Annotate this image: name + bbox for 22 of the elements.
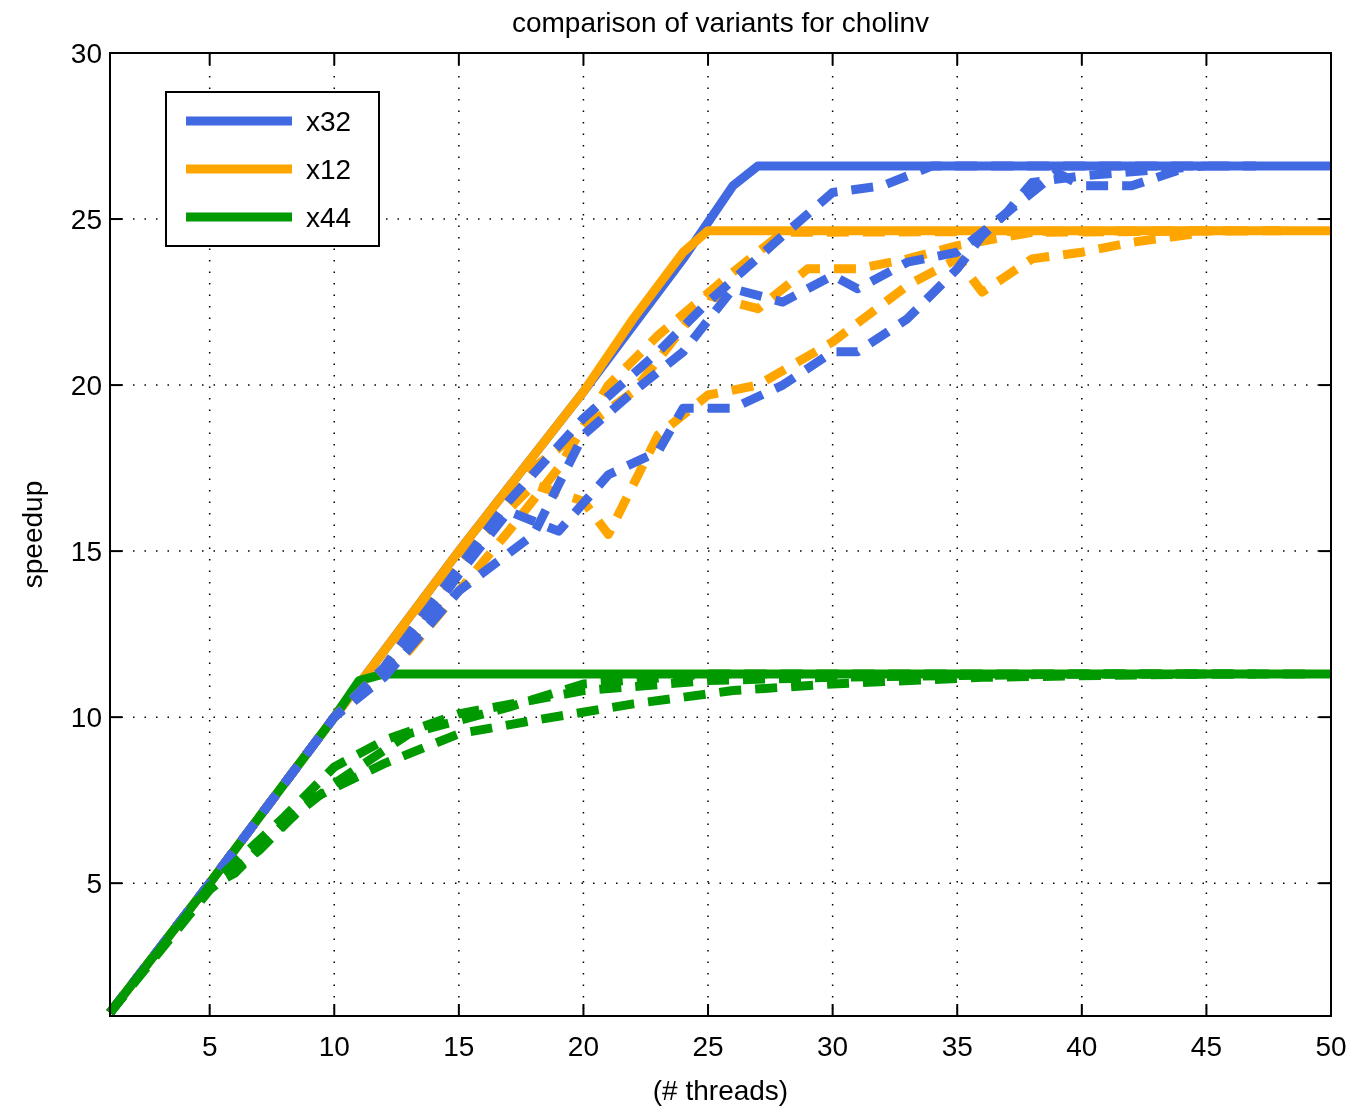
x-tick-label: 25 bbox=[692, 1031, 724, 1062]
x-tick-label: 30 bbox=[817, 1031, 849, 1062]
y-tick-label: 30 bbox=[70, 38, 102, 69]
legend-label: x12 bbox=[306, 154, 352, 185]
x-tick-label: 35 bbox=[941, 1031, 973, 1062]
x-tick-label: 15 bbox=[443, 1031, 475, 1062]
chart-title: comparison of variants for cholinv bbox=[511, 7, 930, 38]
x-tick-label: 40 bbox=[1066, 1031, 1098, 1062]
x-tick-label: 5 bbox=[201, 1031, 218, 1062]
y-tick-label: 15 bbox=[70, 536, 102, 568]
y-tick-label: 25 bbox=[70, 204, 102, 236]
y-axis-title: speedup bbox=[17, 480, 48, 589]
y-tick-label: 10 bbox=[70, 702, 102, 734]
x-tick-label: 10 bbox=[318, 1031, 350, 1062]
legend-label: x32 bbox=[306, 106, 352, 137]
legend-label: x44 bbox=[306, 202, 352, 233]
x-axis-title: (# threads) bbox=[652, 1075, 789, 1106]
y-tick-label: 20 bbox=[70, 370, 102, 402]
y-tick-label: 5 bbox=[86, 868, 102, 900]
x-tick-label: 45 bbox=[1190, 1031, 1222, 1062]
x-tick-label: 20 bbox=[567, 1031, 600, 1062]
x-tick-label: 50 bbox=[1315, 1031, 1347, 1062]
